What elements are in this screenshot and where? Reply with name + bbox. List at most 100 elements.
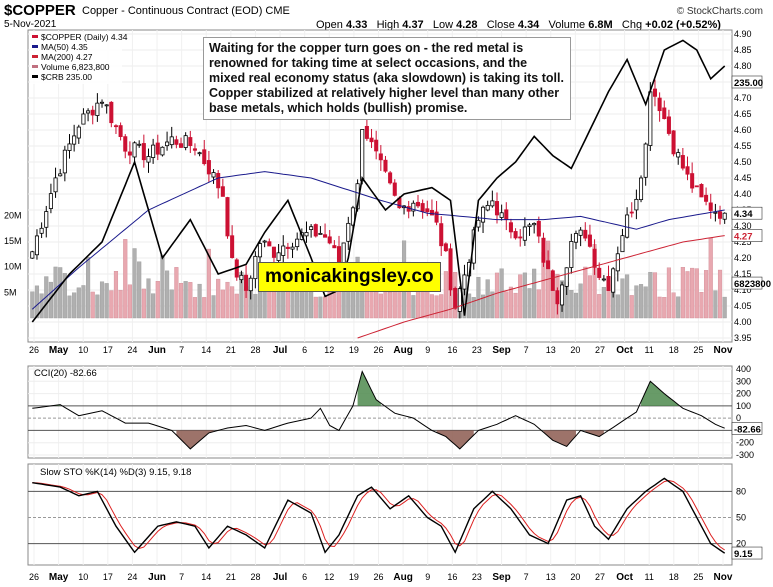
candle-body	[592, 248, 597, 268]
legend-entry: $CRB 235.00	[41, 72, 92, 82]
candle-body	[411, 202, 416, 212]
candle-body	[197, 152, 202, 155]
volume-bar	[439, 294, 444, 319]
volume-bar	[411, 295, 416, 319]
volume-bar	[508, 286, 513, 319]
volume-bar	[202, 297, 207, 319]
candle-body	[652, 88, 658, 97]
volume-bar	[318, 296, 323, 319]
candle-body	[685, 166, 690, 175]
candle-body	[639, 177, 644, 201]
x-tick-label: 21	[226, 345, 236, 355]
volume-bar	[178, 282, 184, 319]
candle-body	[146, 156, 151, 163]
sto-last-tag-box	[731, 546, 763, 560]
candle-body	[127, 151, 132, 156]
volume-bar	[39, 293, 44, 319]
x-tick-label-bottom: 9	[425, 572, 430, 582]
crb-line	[31, 39, 726, 323]
x-tick-label: 7	[524, 345, 529, 355]
candle-body	[276, 252, 281, 261]
price-tick-label: 4.65	[734, 109, 752, 119]
volume-bar	[573, 292, 579, 319]
price-tick-label: 4.10	[734, 285, 752, 295]
candle-body	[123, 136, 128, 152]
x-tick-label-bottom: Jun	[148, 572, 166, 583]
candle-body	[188, 137, 193, 146]
candle-body	[676, 152, 681, 158]
candle-body	[457, 288, 462, 312]
candle-body	[253, 255, 258, 280]
volume-bar	[76, 287, 81, 319]
candle-body	[160, 146, 165, 156]
candle-body	[132, 142, 137, 158]
volume-bar	[86, 257, 91, 319]
candle-body	[573, 233, 579, 243]
cci-last-tag-box	[731, 421, 763, 435]
x-tick-label-bottom: 20	[570, 572, 580, 582]
candle-body	[99, 101, 105, 104]
candle-body	[48, 193, 53, 209]
price-tick-label: 4.15	[734, 269, 752, 279]
ma200-last-tag-box	[731, 229, 763, 242]
volume-bar	[313, 296, 318, 319]
candle-body	[53, 177, 58, 193]
candle-body	[67, 143, 72, 151]
legend-entry: $COPPER (Daily) 4.34	[41, 32, 128, 42]
candle-body	[541, 237, 546, 263]
x-tick-label: 14	[201, 345, 211, 355]
volume-bar	[704, 270, 709, 319]
candle-body	[611, 268, 616, 293]
legend-swatch	[32, 45, 38, 48]
volume-bar	[648, 271, 653, 319]
x-tick-label-bottom: Oct	[616, 572, 633, 583]
volume-bar	[657, 296, 662, 319]
cci-oversold-fill	[436, 430, 474, 449]
volume-bar	[174, 267, 179, 319]
candle-body	[350, 207, 355, 226]
volume-bar	[601, 287, 606, 319]
volume-bar	[378, 293, 383, 319]
volume-bar	[160, 254, 165, 319]
volume-bar	[671, 292, 676, 319]
x-tick-label-bottom: 11	[645, 572, 654, 582]
volume-bar	[360, 287, 365, 319]
volume-bar	[67, 295, 72, 319]
volume-bar	[127, 284, 132, 319]
volume-bar	[141, 288, 146, 319]
volume-bar	[72, 292, 77, 319]
candle-body	[587, 234, 592, 247]
close-last-tag: 4.34	[734, 209, 753, 220]
volume-bar	[197, 283, 202, 319]
x-tick-label-bottom: 28	[250, 572, 260, 582]
candle-body	[72, 135, 77, 145]
volume-bar	[429, 294, 434, 319]
stockcharts-credit: © StockCharts.com	[676, 6, 763, 17]
price-tick-label: 4.55	[734, 141, 752, 151]
candle-body	[244, 274, 249, 291]
candle-body	[220, 186, 225, 197]
x-tick-label: 28	[250, 345, 260, 355]
x-tick-label-bottom: 25	[693, 572, 703, 582]
price-tick-label: 4.40	[734, 189, 752, 199]
ohlc-summary: Open 4.33 High 4.37 Low 4.28 Close 4.34 …	[316, 19, 721, 31]
x-tick-label: 27	[595, 345, 605, 355]
volume-bar	[155, 281, 160, 319]
volume-bar	[638, 284, 644, 319]
cci-oversold-fill	[543, 430, 576, 447]
cci-overbought-fill	[357, 371, 381, 406]
x-tick-label-bottom: Jul	[273, 572, 288, 583]
candle-body	[490, 200, 495, 207]
volume-bar	[137, 261, 142, 319]
price-tick-label: 4.70	[734, 93, 752, 103]
x-tick-label: 9	[425, 345, 430, 355]
price-tick-label: 4.00	[734, 317, 752, 327]
price-tick-label: 4.80	[734, 61, 752, 71]
crb-last-tag: 235.00	[734, 78, 763, 89]
candle-body	[550, 270, 555, 291]
x-tick-label-bottom: Sep	[492, 572, 510, 583]
candle-body	[369, 137, 374, 143]
candle-body	[643, 143, 648, 178]
candle-body	[44, 211, 49, 228]
volume-bar	[62, 273, 67, 319]
